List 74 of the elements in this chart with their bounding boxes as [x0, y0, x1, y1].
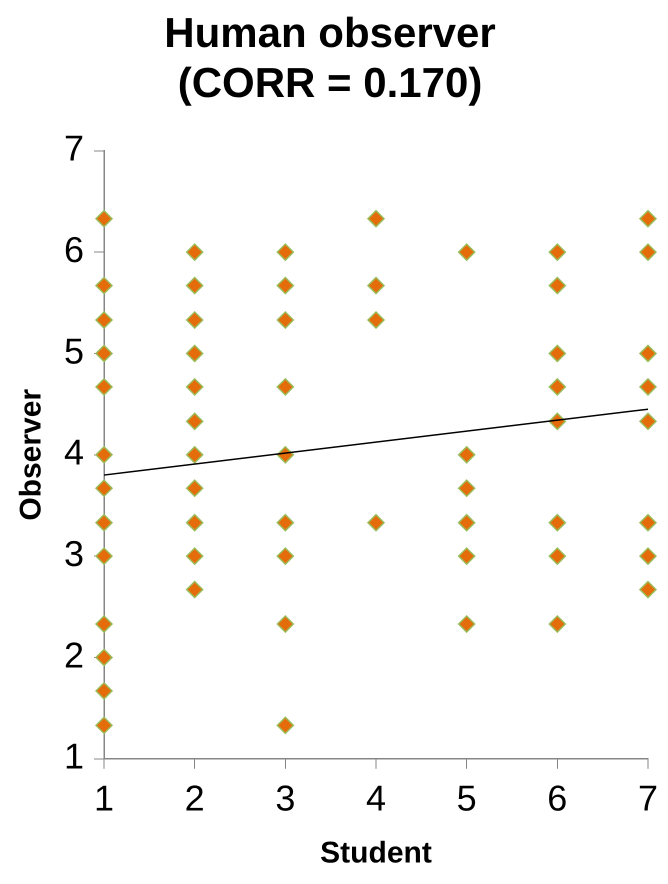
point: [186, 514, 204, 532]
point: [95, 648, 113, 666]
point: [95, 446, 113, 464]
y-tick-label: 5: [64, 330, 84, 372]
point: [95, 210, 113, 228]
y-tick-label: 6: [64, 229, 84, 270]
point: [95, 547, 113, 565]
point: [548, 344, 566, 362]
chart-title: Human observer (CORR = 0.170): [164, 8, 496, 106]
x-axis-title: Student: [320, 836, 432, 870]
point: [548, 243, 566, 261]
point: [639, 514, 657, 532]
point: [639, 344, 657, 362]
x-tick-label: 4: [366, 777, 386, 818]
point: [95, 615, 113, 633]
y-tick-label: 4: [64, 432, 84, 473]
x-tick-label: 7: [638, 777, 658, 818]
point: [95, 682, 113, 700]
point: [186, 311, 204, 329]
point: [367, 311, 385, 329]
point: [367, 276, 385, 294]
point: [548, 514, 566, 532]
point: [639, 210, 657, 228]
point: [95, 276, 113, 294]
point: [639, 378, 657, 396]
point: [458, 514, 476, 532]
point: [95, 378, 113, 396]
point: [276, 514, 294, 532]
x-tick-label: 6: [547, 777, 568, 818]
point: [458, 243, 476, 261]
point: [458, 615, 476, 633]
point: [95, 716, 113, 734]
point: [186, 378, 204, 396]
point: [186, 344, 204, 362]
point: [95, 344, 113, 362]
point: [548, 378, 566, 396]
point: [548, 547, 566, 565]
point: [186, 547, 204, 565]
point: [639, 547, 657, 565]
point: [276, 378, 294, 396]
point: [276, 243, 294, 261]
point: [186, 580, 204, 598]
y-axis-title: Observer: [14, 388, 48, 521]
point: [639, 580, 657, 598]
point: [95, 479, 113, 497]
point: [548, 276, 566, 294]
point: [186, 479, 204, 497]
point: [276, 276, 294, 294]
y-tick-label: 2: [64, 634, 84, 676]
point: [367, 514, 385, 532]
x-tick-label: 5: [456, 777, 477, 818]
point: [186, 446, 204, 464]
point: [186, 243, 204, 261]
point: [548, 615, 566, 633]
point: [276, 716, 294, 734]
point: [458, 479, 476, 497]
x-tick-label: 3: [275, 777, 296, 818]
point: [639, 412, 657, 430]
y-tick-label: 7: [64, 128, 84, 169]
point: [367, 210, 385, 228]
x-tick-label: 2: [184, 777, 205, 818]
point: [276, 547, 294, 565]
y-tick-label: 1: [64, 736, 84, 777]
point: [639, 243, 657, 261]
point: [186, 276, 204, 294]
point: [95, 514, 113, 532]
point: [458, 446, 476, 464]
point: [186, 412, 204, 430]
point: [95, 311, 113, 329]
point: [276, 615, 294, 633]
y-tick-label: 3: [64, 533, 84, 574]
x-tick-label: 1: [94, 777, 114, 818]
point: [276, 311, 294, 329]
point: [458, 547, 476, 565]
